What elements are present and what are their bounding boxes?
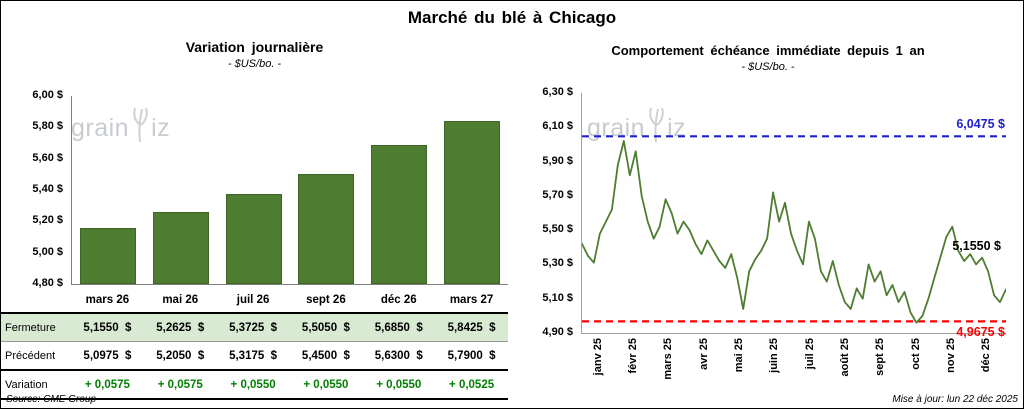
- table-cell: + 0,0550: [376, 378, 422, 391]
- y-tick-label: 5,90 $: [542, 154, 573, 167]
- table-row-variation: Variation + 0,0575 + 0,0575 + 0,0550 + 0,055…: [1, 369, 508, 400]
- x-tick-label: juin 25: [768, 338, 781, 373]
- y-tick-label: 4,80 $: [32, 277, 63, 289]
- table-row-precedent: Précédent 5,0975 $ 5,2050 $ 5,3175 $ 5,4500 …: [1, 341, 508, 369]
- last-price-label: 5,1550 $: [952, 239, 1001, 253]
- table-cell: 5,2050 $: [156, 349, 205, 362]
- column-header: sept 26: [306, 294, 346, 306]
- bar-y-axis: 6,00 $ 5,80 $ 5,60 $ 5,40 $ 5,20 $ 5,00 $ 4,80…: [1, 33, 65, 395]
- x-tick-label: oct 25: [909, 338, 922, 370]
- price-series-line: [582, 140, 1006, 324]
- line-x-axis: janv 25 févr 25 mars 25 avr 25 mai 25 juin 25…: [581, 336, 1005, 394]
- column-header: mars 26: [85, 294, 130, 306]
- column-header: mars 27: [449, 294, 494, 306]
- page-title: Marché du blé à Chicago: [407, 8, 617, 27]
- y-tick-label: 5,50 $: [542, 223, 573, 236]
- table-cell: + 0,0525: [449, 378, 495, 391]
- table-cell: + 0,0575: [157, 378, 203, 391]
- table-header-row: mars 26 mai 26 juil 26 sept 26 déc 26 mars 27: [1, 288, 508, 312]
- update-date: Mise à jour: lun 22 déc 2025: [892, 394, 1018, 405]
- one-year-panel: Comportement échéance immédiate depuis 1…: [513, 33, 1023, 399]
- table-cell: + 0,0575: [84, 378, 130, 391]
- bar: [443, 120, 500, 284]
- table-cell: 5,5050 $: [301, 321, 350, 334]
- line-y-axis: 6,30 $ 6,10 $ 5,90 $ 5,70 $ 5,50 $ 5,30 $ 5,10…: [513, 33, 575, 399]
- column-header: juil 26: [236, 294, 270, 306]
- bar-chart-subtitle: - $US/bo. -: [227, 58, 282, 70]
- y-tick-label: 5,70 $: [542, 188, 573, 201]
- y-tick-label: 6,30 $: [542, 86, 573, 98]
- table-cell: + 0,0550: [230, 378, 276, 391]
- line-chart-title: Comportement échéance immédiate depuis 1…: [611, 43, 925, 58]
- y-tick-label: 5,10 $: [542, 291, 573, 304]
- table-cell: 5,0975 $: [83, 349, 132, 362]
- table-cell: 5,2625 $: [156, 321, 205, 334]
- table-cell: 5,6300 $: [374, 349, 423, 362]
- y-tick-label: 5,20 $: [32, 214, 63, 227]
- x-tick-label: janv 25: [591, 338, 604, 376]
- y-tick-label: 5,40 $: [32, 183, 63, 195]
- x-tick-label: sept 25: [874, 338, 887, 376]
- row-label: Précédent: [5, 349, 56, 362]
- table-cell: 5,1550 $: [83, 321, 132, 334]
- table-cell: 5,8425 $: [447, 321, 496, 334]
- price-table: mars 26 mai 26 juil 26 sept 26 déc 26 mars 27…: [1, 288, 508, 400]
- y-tick-label: 4,90 $: [542, 326, 573, 338]
- footer: Source: CME Group Mise à jour: lun 22 dé…: [6, 394, 1018, 405]
- x-tick-label: févr 25: [627, 338, 639, 374]
- x-tick-label: mars 25: [662, 338, 675, 380]
- x-tick-label: août 25: [839, 338, 851, 377]
- line-chart-plot: [581, 93, 1006, 334]
- x-tick-label: déc 25: [980, 338, 993, 373]
- table-cell: + 0,0550: [303, 378, 349, 391]
- table-cell: 5,4500 $: [301, 349, 350, 362]
- y-tick-label: 5,80 $: [32, 120, 63, 133]
- column-header: déc 26: [380, 294, 417, 306]
- bar: [225, 194, 282, 284]
- y-tick-label: 6,00 $: [32, 89, 63, 101]
- bar: [371, 145, 427, 284]
- row-label: Variation: [5, 378, 48, 391]
- y-tick-label: 5,60 $: [32, 151, 63, 164]
- max-line-label: 6,0475 $: [956, 117, 1005, 131]
- bar-plot-area: [71, 96, 508, 285]
- column-header: mai 26: [162, 294, 199, 306]
- x-tick-label: nov 25: [945, 338, 957, 373]
- table-cell: 5,6850 $: [374, 321, 423, 334]
- source-note: Source: CME Group: [6, 394, 97, 405]
- table-row-fermeture: Fermeture 5,1550 $ 5,2625 $ 5,3725 $ 5,5050 …: [1, 312, 508, 341]
- x-tick-label: avr 25: [697, 338, 710, 370]
- y-tick-label: 5,30 $: [542, 257, 573, 270]
- bar: [153, 211, 209, 284]
- y-tick-label: 6,10 $: [542, 120, 573, 133]
- bar: [298, 173, 355, 284]
- bar: [80, 228, 137, 284]
- table-cell: 5,3175 $: [229, 349, 278, 362]
- line-chart-subtitle: - $US/bo. -: [741, 61, 795, 73]
- min-line-label: 4,9675 $: [956, 325, 1005, 339]
- x-tick-label: juil 25: [803, 338, 816, 370]
- x-tick-label: mai 25: [733, 338, 745, 373]
- table-cell: 5,7900 $: [447, 349, 496, 362]
- row-label: Fermeture: [5, 321, 56, 334]
- y-tick-label: 5,00 $: [32, 245, 63, 258]
- bar-chart-title: Variation journalière: [185, 39, 324, 55]
- table-cell: 5,3725 $: [229, 321, 278, 334]
- daily-variation-panel: Variation journalière - $US/bo. - grain …: [1, 33, 508, 400]
